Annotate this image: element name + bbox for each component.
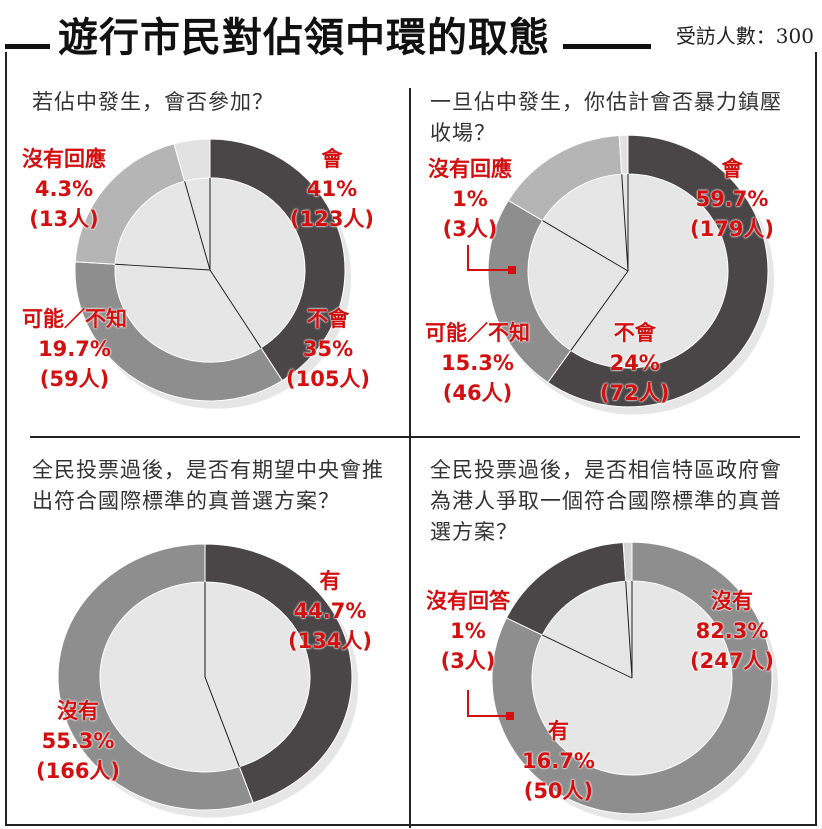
question-3: 全民投票過後，是否有期望中央會推出符合國際標準的真普選方案？: [32, 458, 384, 513]
slice-count: (46人): [442, 381, 513, 405]
label-4-沒有: 沒有 82.3% (247人): [690, 586, 774, 676]
donut-slice-2: [74, 261, 284, 402]
donut-slice-1: [204, 543, 353, 804]
title-rule-left: [5, 44, 50, 49]
slice-label: 沒有: [711, 589, 754, 613]
label-4-有: 有 16.7% (50人): [522, 716, 595, 806]
donut-slice-2: [57, 543, 254, 811]
slice-percent: 41%: [306, 177, 358, 201]
centre-radial-line-3: [625, 581, 633, 679]
slice-label: 可能／不知: [425, 321, 530, 345]
centre-radial-line-2: [570, 270, 629, 351]
slice-count: (13人): [29, 207, 99, 231]
panel-frame: [5, 52, 817, 826]
question-1: 若佔中發生，會否參加？: [32, 90, 274, 114]
centre-radial-line-3: [115, 263, 211, 271]
slice-count: (3人): [440, 649, 496, 673]
centre-radial-line-2: [204, 676, 240, 767]
label-1-可能不知: 可能／不知 19.7% (59人): [22, 304, 127, 394]
slice-label: 有: [547, 719, 569, 743]
slice-label: 不會: [613, 321, 656, 345]
horizontal-divider: [30, 436, 800, 438]
slice-count: (59人): [39, 367, 110, 391]
label-2-沒有回應: 沒有回應 1% (3人): [428, 154, 512, 244]
donut-chart-3: [57, 543, 359, 818]
slice-count: (179人): [690, 217, 775, 241]
slice-count: (134人): [288, 629, 373, 653]
slice-percent: 1%: [450, 619, 486, 643]
page-title: 遊行市民對佔領中環的取態: [58, 14, 550, 61]
slice-label: 不會: [307, 307, 350, 331]
slice-count: (123人): [290, 207, 375, 231]
centre-radial-line-4: [184, 181, 211, 271]
donut-slice-4: [173, 138, 211, 182]
slice-percent: 59.7%: [695, 187, 769, 211]
slice-label: 會: [321, 147, 343, 171]
slice-percent: 16.7%: [522, 749, 595, 773]
slice-percent: 55.3%: [41, 729, 115, 753]
label-2-會: 會 59.7% (179人): [690, 154, 774, 244]
slice-percent: 19.7%: [38, 337, 111, 361]
label-1-不會: 不會 35% (105人): [286, 304, 370, 394]
slice-count: (247人): [690, 649, 775, 673]
slice-label: 沒有回答: [426, 589, 510, 613]
centre-radial-line-2: [542, 634, 633, 679]
slice-label: 有: [319, 569, 341, 593]
slice-count: (72人): [600, 381, 670, 405]
slice-percent: 15.3%: [441, 351, 514, 375]
slice-label: 沒有回應: [428, 157, 512, 181]
donut-slice-1: [491, 541, 773, 815]
slice-percent: 82.3%: [695, 619, 769, 643]
donut-chart-4: [491, 541, 778, 822]
slice-percent: 35%: [302, 337, 354, 361]
title-rule-right: [563, 44, 651, 49]
slice-percent: 1%: [452, 187, 488, 211]
centre-radial-line-4: [621, 174, 629, 272]
label-3-有: 有 44.7% (134人): [288, 566, 372, 656]
slice-label: 沒有: [57, 699, 100, 723]
centre-radial-line-2: [209, 269, 262, 349]
slice-count: (3人): [442, 217, 498, 241]
vertical-divider: [409, 88, 411, 828]
slice-label: 可能／不知: [22, 307, 127, 331]
label-2-可能不知: 可能／不知 15.3% (46人): [425, 318, 530, 408]
slice-count: (166人): [36, 759, 121, 783]
slice-percent: 24%: [609, 351, 660, 375]
donut-slice-4: [618, 134, 629, 175]
sample-size-label: 受訪人數：300: [675, 24, 814, 48]
label-1-會: 會 41% (123人): [290, 144, 374, 234]
slice-count: (50人): [523, 779, 594, 803]
donut-chart-2: [487, 134, 774, 415]
label-4-沒有回答: 沒有回答 1% (3人): [426, 586, 510, 676]
slice-percent: 4.3%: [34, 177, 94, 201]
label-3-沒有: 沒有 55.3% (166人): [36, 696, 120, 786]
label-2-不會: 不會 24% (72人): [600, 318, 669, 408]
label-1-沒有回應: 沒有回應 4.3% (13人): [22, 144, 106, 234]
donut-slice-1: [547, 134, 769, 408]
slice-count: (105人): [286, 367, 371, 391]
question-4: 全民投票過後，是否相信特區政府會為港人爭取一個符合國際標準的真普選方案？: [430, 458, 782, 544]
slice-label: 會: [721, 157, 743, 181]
centre-radial-line-3: [542, 220, 629, 272]
slice-label: 沒有回應: [22, 147, 106, 171]
question-2: 一旦佔中發生，你估計會否暴力鎮壓收場？: [430, 90, 782, 145]
donut-chart-1: [74, 138, 351, 409]
slice-percent: 44.7%: [293, 599, 367, 623]
donut-slice-1: [209, 138, 346, 382]
